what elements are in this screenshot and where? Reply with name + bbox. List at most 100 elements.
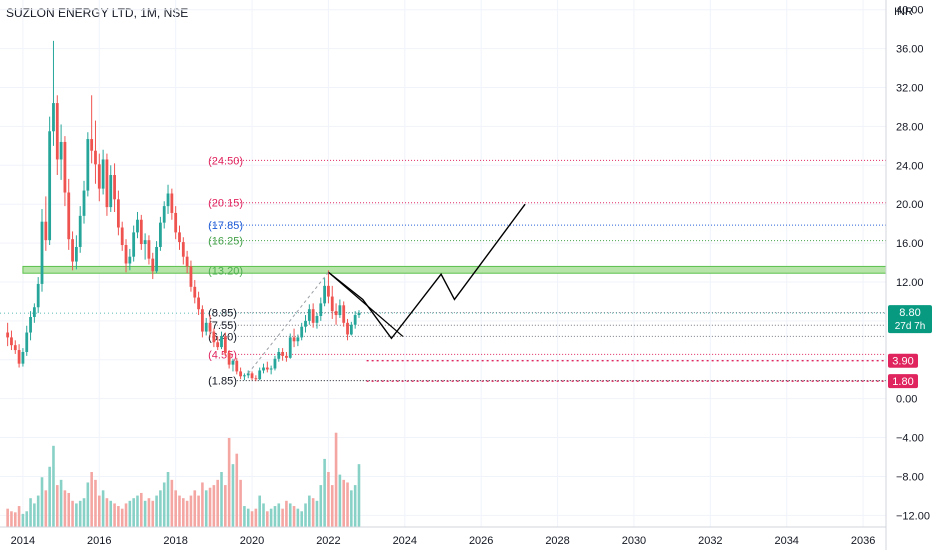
volume-bar [147,498,151,527]
x-tick-label: 2022 [316,535,340,547]
candle-body [338,305,342,316]
candle-body [90,139,94,151]
candle-body [304,320,307,327]
candle-body [300,326,304,338]
candle-body [185,256,189,267]
candle-body [288,337,292,358]
price-tag [888,374,918,389]
volume-bar [143,500,147,527]
volume-bar [327,472,330,527]
volume-bar [292,506,296,527]
candle-body [307,309,311,321]
triangle-trendline [328,271,404,337]
volume-bar [40,477,44,527]
volume-bar [25,511,29,527]
candle-body [349,324,353,335]
volume-bar [227,437,231,527]
candle-body [120,227,124,246]
candle-body [78,215,82,247]
candle-body [116,199,120,228]
volume-bar [17,506,21,527]
candle-body [170,193,174,213]
volume-bar [109,500,113,527]
volume-bar [342,479,346,527]
candle-body [71,239,74,262]
current-price-countdown: 27d 7h [895,321,926,332]
volume-bar [71,500,74,527]
volume-bar [266,511,269,527]
volume-bar [124,503,128,527]
volume-bar [269,508,273,527]
volume-bar [182,498,185,527]
volume-bar [258,495,261,527]
candle-body [128,256,132,264]
volume-bar [300,511,303,527]
candle-body [201,309,204,332]
current-price-value: 8.80 [899,307,920,319]
volume-bar [285,500,288,527]
volume-bar [33,503,36,527]
level-label: (8.85) [208,308,237,320]
level-label: (13.20) [208,265,243,277]
volume-bar [212,485,216,527]
volume-bar [136,495,139,527]
candle-body [243,375,246,377]
candle-body [139,219,143,245]
volume-bar [162,482,166,527]
candle-body [97,164,101,189]
volume-bar [254,508,258,527]
candle-body [59,141,63,160]
x-tick-label: 2032 [698,535,722,547]
candle-body [162,206,166,223]
candle-body [52,103,55,132]
volume-bar [208,487,212,527]
volume-bar [311,498,315,527]
candle-body [346,322,349,335]
candle-body [109,175,113,208]
volume-bar [90,472,93,527]
volume-bar [36,495,40,527]
candle-body [94,150,97,165]
candle-body [281,351,285,356]
candle-body [17,350,21,364]
volume-bar [330,485,334,527]
volume-bar [151,500,155,527]
volume-bar [6,508,9,527]
volume-bar [78,500,82,527]
candle-body [136,219,139,233]
volume-bar [29,498,32,527]
candle-body [292,337,296,342]
volume-bar [140,492,143,527]
y-tick-label: 36.00 [896,44,924,56]
volume-bar [128,500,132,527]
volume-bar [75,503,78,527]
volume-bar [319,485,323,527]
volume-bar [159,490,162,527]
candle-body [21,351,25,364]
candle-body [212,331,216,343]
y-tick-label: −4.00 [896,433,924,445]
volume-bar [113,503,116,527]
candle-body [147,240,151,259]
level-label: (17.85) [208,220,243,232]
volume-bar [101,490,105,527]
volume-bar [204,490,208,527]
x-tick-label: 2018 [163,535,187,547]
candle-body [67,192,71,240]
volume-bar [10,511,13,527]
candle-body [113,175,116,200]
volume-bar [97,495,101,527]
volume-bar [246,508,250,527]
volume-bar [82,498,86,527]
candle-body [327,285,330,297]
candle-body [101,159,105,189]
candle-body [55,103,59,160]
candle-body [10,337,13,346]
candle-body [151,258,155,272]
volume-bar [281,508,284,527]
volume-bar [63,490,67,527]
volume-bar [94,479,97,527]
y-tick-label: 0.00 [896,394,917,406]
